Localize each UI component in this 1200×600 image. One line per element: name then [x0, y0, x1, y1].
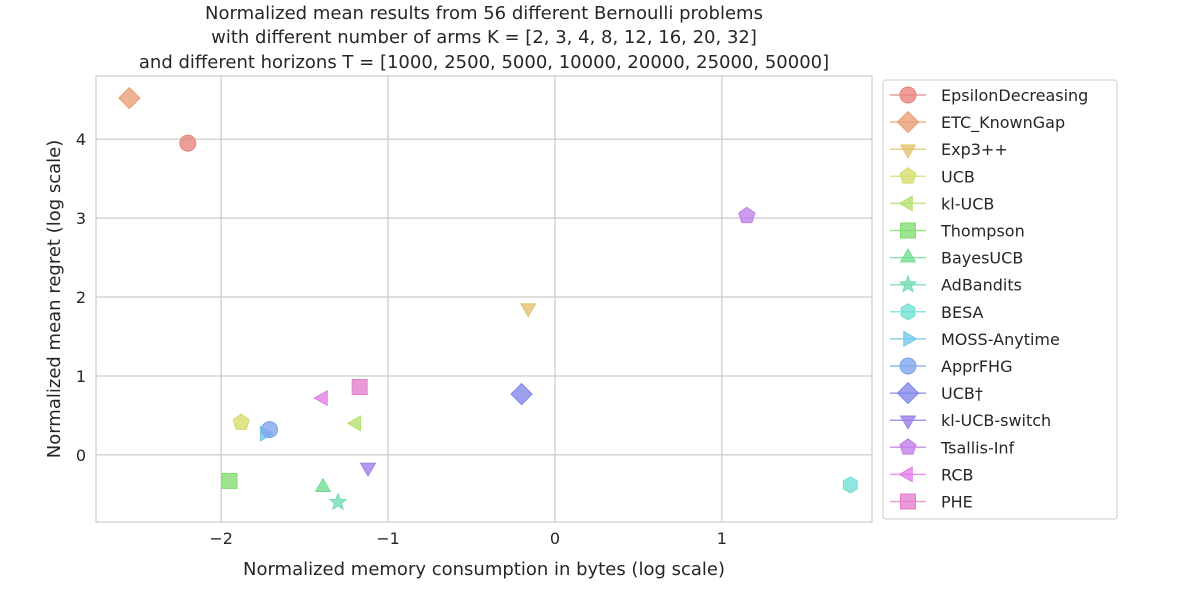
legend-item-thompson: Thompson: [890, 222, 1025, 241]
point-exp3: [519, 303, 537, 318]
legend-item-moss-anytime: MOSS-Anytime: [890, 330, 1060, 349]
legend-label: kl-UCB: [941, 194, 994, 213]
y-tick-label: 3: [76, 209, 86, 228]
legend-item-exp3: Exp3++: [890, 140, 1008, 159]
legend-label: ETC_KnownGap: [941, 113, 1065, 133]
legend-item-besa: BESA: [890, 303, 984, 322]
legend-item-bayesucb: BayesUCB: [890, 248, 1023, 268]
point-ucb: [232, 413, 250, 430]
y-axis-label: Normalized mean regret (log scale): [44, 140, 65, 459]
legend-label: ApprFHG: [941, 357, 1012, 376]
point-ucb: [510, 382, 533, 406]
legend-label: kl-UCB-switch: [941, 411, 1051, 430]
legend-item-tsallis-inf: Tsallis-Inf: [890, 438, 1015, 457]
point-thompson: [221, 472, 238, 489]
legend-item-etc-knowngap: ETC_KnownGap: [890, 110, 1065, 134]
chart-title-line-2: with different number of arms K = [2, 3,…: [211, 27, 757, 48]
legend-label: UCB: [941, 167, 975, 186]
point-besa: [842, 476, 858, 494]
data-points: [118, 86, 858, 511]
legend-marker: [898, 195, 913, 212]
legend-item-ucb: UCB†: [890, 381, 983, 405]
point-bayesucb: [314, 477, 332, 493]
legend-marker: [896, 110, 920, 134]
y-tick-labels: 0 1 2 3 4: [76, 130, 86, 465]
x-tick-label: 1: [717, 529, 727, 548]
y-tick-label: 2: [76, 288, 86, 307]
chart-title-line-3: and different horizons T = [1000, 2500, …: [139, 52, 829, 73]
legend-marker: [900, 493, 916, 510]
legend-item-adbandits: AdBandits: [890, 274, 1022, 295]
legend-marker: [899, 144, 917, 159]
legend-item-phe: PHE: [890, 493, 973, 512]
legend-label: Exp3++: [941, 140, 1008, 159]
legend-marker: [899, 167, 917, 184]
legend-label: MOSS-Anytime: [941, 330, 1060, 349]
legend-label: BayesUCB: [941, 249, 1023, 268]
legend-marker: [899, 415, 917, 430]
point-apprfhg: [261, 421, 279, 439]
legend-item-ucb: UCB: [890, 167, 975, 186]
legend-box: [882, 79, 1118, 520]
legend-label: UCB†: [941, 384, 983, 403]
legend-label: AdBandits: [941, 276, 1022, 295]
legend-marker: [899, 357, 917, 375]
point-tsallis-inf: [738, 206, 756, 224]
x-tick-label: −2: [209, 529, 233, 548]
point-rcb: [313, 389, 328, 407]
legend-marker: [898, 274, 918, 293]
x-tick-label: 0: [550, 529, 560, 548]
y-tick-label: 1: [76, 367, 86, 386]
legend-items: EpsilonDecreasing ETC_KnownGap Exp3++ UCB kl…: [890, 86, 1088, 512]
legend-label: RCB: [941, 465, 973, 484]
legend-label: PHE: [941, 493, 973, 512]
legend-marker: [900, 222, 916, 239]
legend-item-kl-ucb-switch: kl-UCB-switch: [890, 411, 1051, 430]
legend-marker: [903, 330, 918, 348]
point-epsilondecreasing: [179, 134, 197, 152]
point-phe: [351, 379, 368, 396]
legend-marker: [900, 303, 916, 321]
grid-lines: [96, 76, 872, 522]
legend-marker: [899, 86, 917, 104]
legend-marker: [898, 466, 913, 483]
legend-item-apprfhg: ApprFHG: [890, 357, 1012, 376]
y-tick-label: 0: [76, 446, 86, 465]
legend-label: EpsilonDecreasing: [941, 86, 1088, 105]
legend-label: Thompson: [940, 222, 1025, 241]
x-tick-label: −1: [376, 529, 400, 548]
x-tick-labels: −2 −1 0 1: [209, 529, 727, 548]
point-adbandits: [328, 492, 348, 511]
x-axis-label: Normalized memory consumption in bytes (…: [243, 559, 725, 580]
legend-marker: [899, 248, 917, 263]
legend-marker: [896, 381, 920, 405]
y-tick-label: 4: [76, 130, 86, 149]
plot-area: [95, 75, 873, 523]
point-kl-ucb: [346, 415, 362, 432]
legend-item-rcb: RCB: [890, 465, 973, 484]
point-kl-ucb-switch: [359, 462, 377, 478]
legend-item-kl-ucb: kl-UCB: [890, 194, 994, 213]
point-etc-knowngap: [118, 86, 141, 110]
chart-title: Normalized mean results from 56 differen…: [139, 3, 829, 73]
chart-title-line-1: Normalized mean results from 56 differen…: [205, 3, 763, 24]
legend-label: Tsallis-Inf: [940, 438, 1015, 457]
legend-item-epsilondecreasing: EpsilonDecreasing: [890, 86, 1088, 105]
legend-label: BESA: [941, 303, 984, 322]
legend: EpsilonDecreasing ETC_KnownGap Exp3++ UCB kl…: [882, 79, 1118, 520]
legend-marker: [899, 438, 917, 455]
